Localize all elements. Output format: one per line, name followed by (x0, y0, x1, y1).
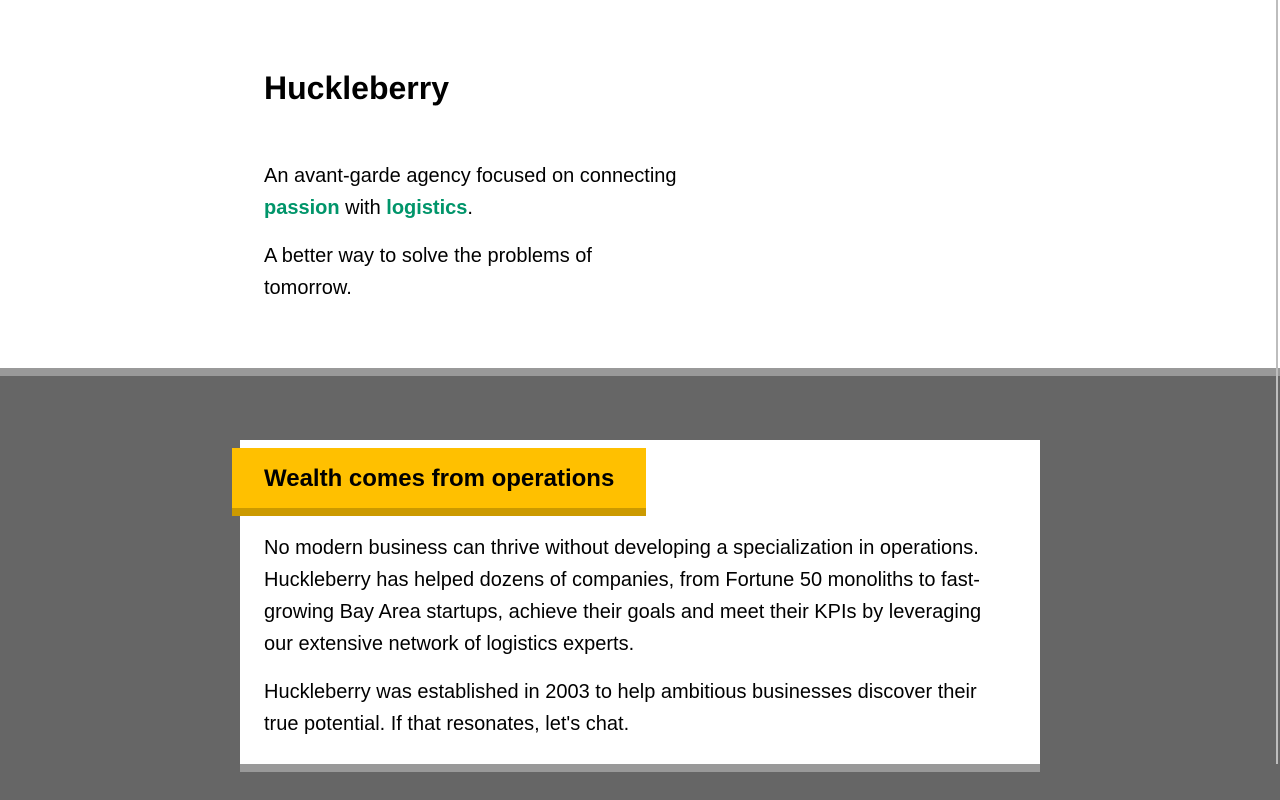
scrollbar[interactable] (1276, 0, 1278, 764)
tagline-suffix: . (467, 197, 473, 219)
about-paragraph: Huckleberry was established in 2003 to h… (264, 681, 977, 735)
about-body: No modern business can thrive without de… (264, 532, 1004, 756)
about-heading-banner: Wealth comes from operations (232, 448, 647, 508)
about-paragraph: No modern business can thrive without de… (264, 537, 982, 655)
tagline-prefix: An avant-garde agency focused on connect… (264, 165, 677, 187)
tagline: An avant-garde agency focused on connect… (264, 160, 694, 224)
subline: A better way to solve the problems of to… (264, 245, 592, 299)
tagline-highlight-logistics: logistics (386, 197, 468, 219)
hero-section: Huckleberry An avant-garde agency focuse… (0, 0, 1280, 368)
about-section: Wealth comes from operations No modern b… (0, 376, 1280, 800)
brand-title: Huckleberry (264, 70, 449, 106)
section-divider (0, 368, 1280, 376)
tagline-highlight-passion: passion (264, 197, 340, 219)
about-heading: Wealth comes from operations (264, 465, 615, 492)
about-card: Wealth comes from operations No modern b… (232, 440, 1040, 764)
tagline-connector: with (339, 197, 387, 219)
